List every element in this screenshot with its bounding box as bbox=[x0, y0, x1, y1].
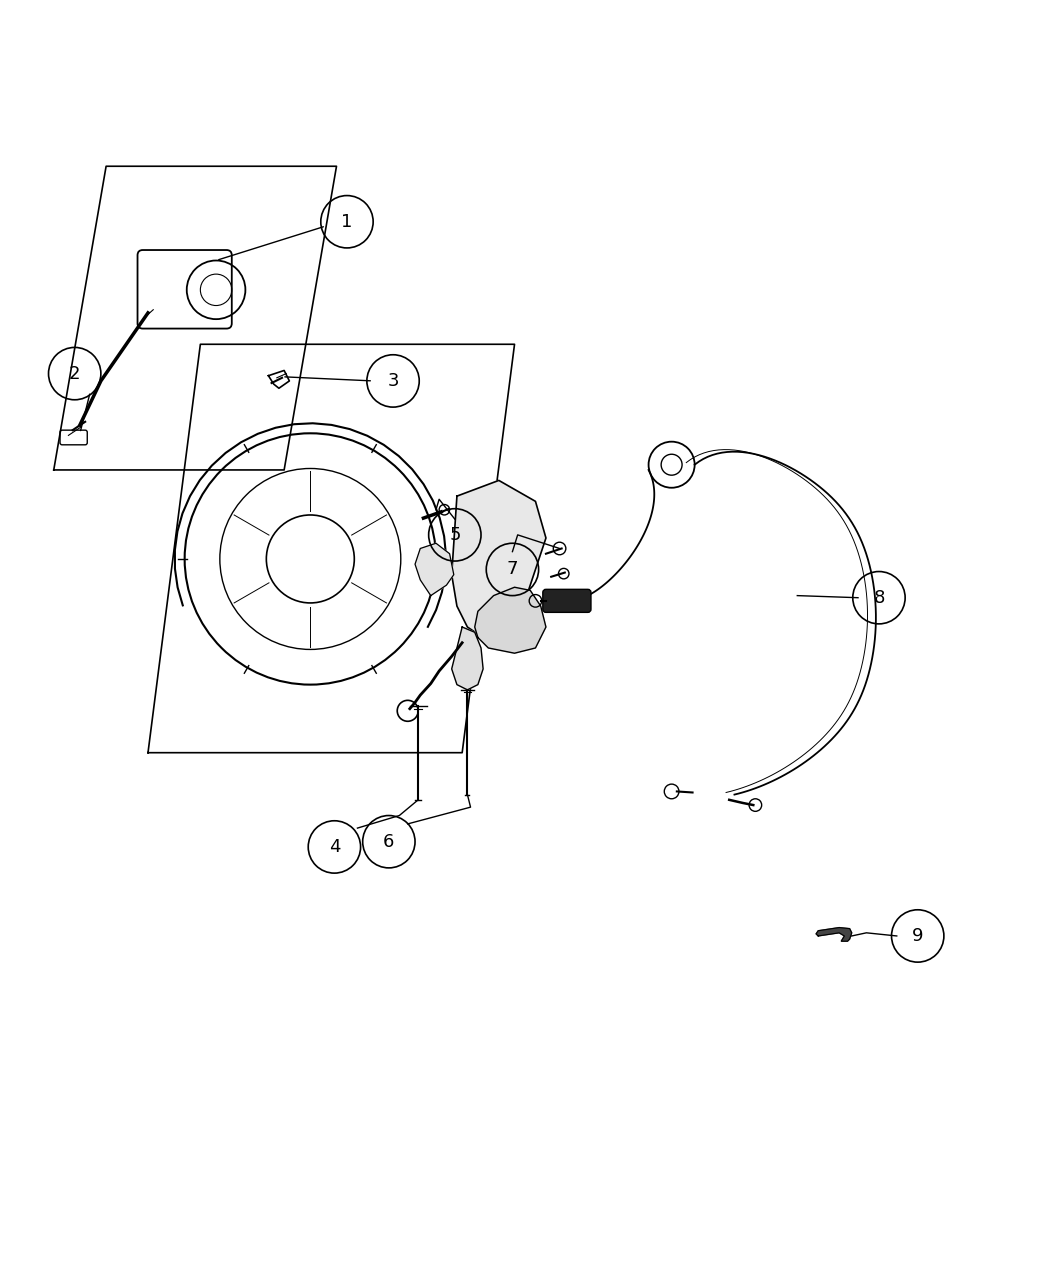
Text: 2: 2 bbox=[69, 365, 81, 382]
Text: 3: 3 bbox=[387, 372, 399, 390]
Polygon shape bbox=[475, 588, 546, 653]
Polygon shape bbox=[816, 928, 852, 941]
Text: 8: 8 bbox=[874, 589, 885, 607]
Text: 6: 6 bbox=[383, 833, 395, 850]
Text: 7: 7 bbox=[507, 561, 519, 579]
Text: 9: 9 bbox=[912, 927, 923, 945]
Text: 4: 4 bbox=[329, 838, 340, 856]
Polygon shape bbox=[415, 543, 454, 595]
Text: 5: 5 bbox=[449, 525, 461, 544]
Polygon shape bbox=[452, 627, 483, 690]
Text: 1: 1 bbox=[341, 213, 353, 231]
FancyBboxPatch shape bbox=[543, 589, 591, 612]
Polygon shape bbox=[452, 481, 546, 638]
